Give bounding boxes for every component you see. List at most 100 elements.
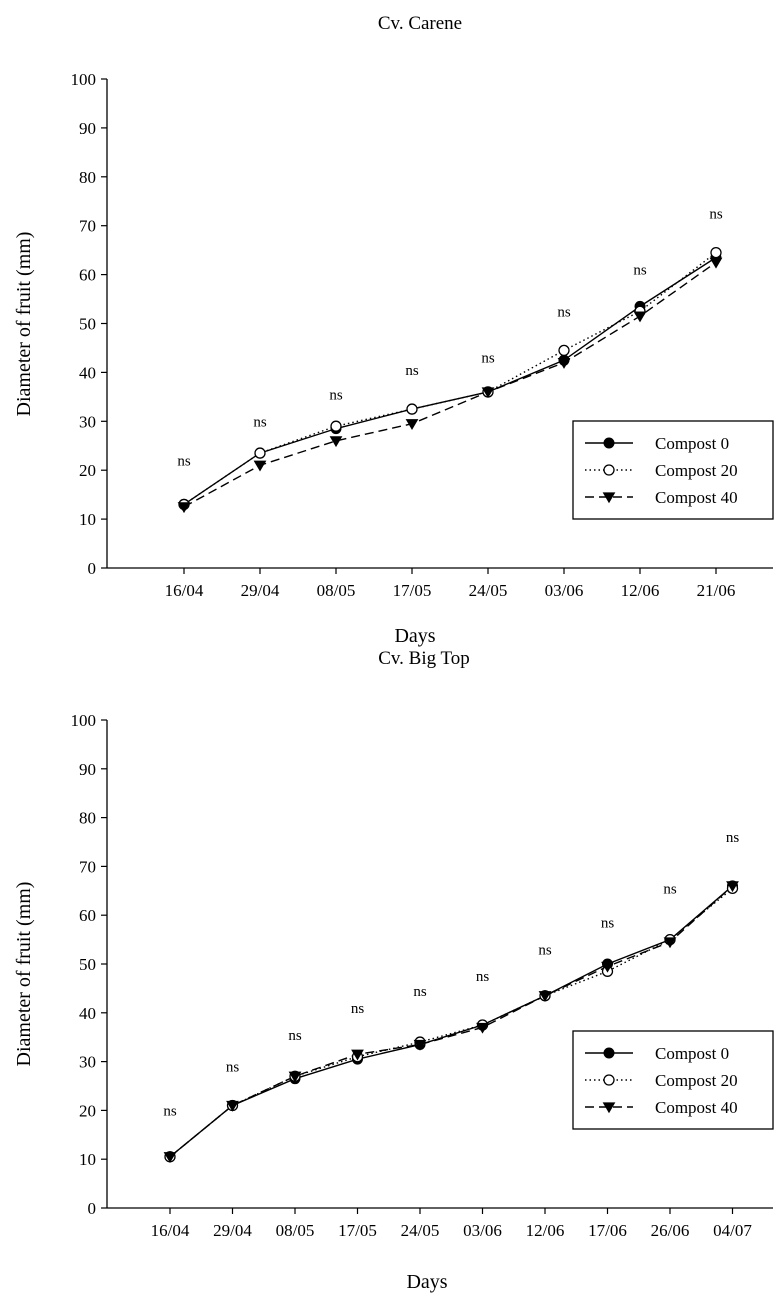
x-axis-title: Days xyxy=(406,1271,447,1293)
legend-label: Compost 20 xyxy=(655,1071,738,1090)
annotation-label: ns xyxy=(413,984,427,1000)
annotation-label: ns xyxy=(288,1028,302,1044)
y-tick-label: 80 xyxy=(79,809,96,828)
annotation-label: ns xyxy=(476,969,490,985)
series-line xyxy=(169,887,733,1158)
legend-marker xyxy=(603,464,615,476)
annotation-label: ns xyxy=(633,263,647,279)
y-tick-label: 30 xyxy=(79,1053,96,1072)
annotation-label: ns xyxy=(481,351,495,367)
y-tick-label: 50 xyxy=(79,315,96,334)
y-tick-label: 10 xyxy=(79,1150,96,1169)
legend-label: Compost 20 xyxy=(655,461,738,480)
annotation-label: ns xyxy=(226,1059,240,1075)
y-tick-label: 50 xyxy=(79,955,96,974)
data-point xyxy=(481,387,495,399)
data-point xyxy=(413,1039,427,1051)
series-line xyxy=(183,261,717,508)
data-point xyxy=(663,937,677,949)
y-tick-label: 20 xyxy=(79,461,96,480)
y-tick-label: 30 xyxy=(79,412,96,431)
legend: Compost 0 Compost 20 Compost 40 xyxy=(572,420,774,520)
legend-marker xyxy=(603,1047,615,1059)
x-tick-label: 03/06 xyxy=(463,1221,502,1240)
y-tick-label: 90 xyxy=(79,760,96,779)
y-tick-label: 70 xyxy=(79,857,96,876)
annotation-label: ns xyxy=(601,916,615,932)
x-axis-title: Days xyxy=(394,625,435,647)
annotation-label: ns xyxy=(351,1001,365,1017)
x-tick-label: 04/07 xyxy=(713,1221,752,1240)
legend-marker xyxy=(603,1074,615,1086)
x-tick-label: 03/06 xyxy=(545,581,584,600)
x-tick-label: 29/04 xyxy=(213,1221,252,1240)
y-axis-title: Diameter of fruit (mm) xyxy=(13,882,35,1067)
series-line xyxy=(169,885,733,1158)
x-tick-label: 24/05 xyxy=(401,1221,440,1240)
data-point xyxy=(633,311,647,323)
data-point xyxy=(538,991,552,1002)
y-tick-label: 70 xyxy=(79,217,96,236)
data-point xyxy=(406,403,418,415)
x-tick-label: 08/05 xyxy=(276,1221,315,1240)
y-tick-label: 40 xyxy=(79,1004,96,1023)
data-point xyxy=(476,1022,489,1034)
x-tick-label: 12/06 xyxy=(526,1221,565,1240)
data-point xyxy=(177,502,191,514)
x-tick-label: 16/04 xyxy=(165,581,204,600)
x-tick-label: 17/05 xyxy=(393,581,432,600)
series-line xyxy=(183,252,717,506)
annotation-label: ns xyxy=(329,387,343,403)
y-tick-label: 100 xyxy=(71,711,97,730)
x-tick-label: 16/04 xyxy=(151,1221,190,1240)
data-point xyxy=(601,961,614,973)
annotation-label: ns xyxy=(538,942,552,958)
y-tick-label: 80 xyxy=(79,168,96,187)
annotation-label: ns xyxy=(557,304,571,320)
y-tick-label: 60 xyxy=(79,906,96,925)
data-point xyxy=(726,881,739,893)
legend: Compost 0 Compost 20 Compost 40 xyxy=(572,1030,774,1130)
y-tick-label: 20 xyxy=(79,1101,96,1120)
annotation-label: ns xyxy=(663,881,677,897)
data-point xyxy=(557,357,571,369)
data-point xyxy=(709,257,723,269)
chart-big-top: Cv. Big Top Days Diameter of fruit (mm) … xyxy=(13,648,774,1293)
data-point xyxy=(163,1152,177,1163)
data-point xyxy=(710,246,722,259)
legend-label: Compost 0 xyxy=(655,1044,729,1063)
data-point xyxy=(288,1071,302,1083)
x-tick-label: 26/06 xyxy=(651,1221,690,1240)
data-point xyxy=(253,460,267,472)
data-point xyxy=(351,1049,364,1061)
annotation-label: ns xyxy=(163,1103,177,1119)
annotation-label: ns xyxy=(709,206,723,222)
x-tick-label: 17/05 xyxy=(338,1221,377,1240)
y-axis-title: Diameter of fruit (mm) xyxy=(13,232,35,417)
data-point xyxy=(226,1100,239,1112)
y-tick-label: 0 xyxy=(88,559,97,578)
legend-marker xyxy=(603,437,615,449)
annotation-label: ns xyxy=(177,453,191,469)
data-point xyxy=(329,436,343,448)
x-tick-label: 17/06 xyxy=(588,1221,627,1240)
legend-label: Compost 40 xyxy=(655,488,738,507)
annotation-label: ns xyxy=(405,363,419,379)
annotation-label: ns xyxy=(253,414,267,430)
legend-label: Compost 0 xyxy=(655,434,729,453)
legend-marker xyxy=(602,1102,616,1114)
y-tick-label: 100 xyxy=(71,70,97,89)
y-tick-label: 60 xyxy=(79,266,96,285)
data-point xyxy=(558,344,570,357)
y-tick-label: 10 xyxy=(79,510,96,529)
x-tick-label: 24/05 xyxy=(469,581,508,600)
legend-marker xyxy=(602,492,616,504)
data-point xyxy=(330,420,342,432)
y-tick-label: 40 xyxy=(79,363,96,382)
x-tick-label: 21/06 xyxy=(697,581,736,600)
data-point xyxy=(405,419,419,430)
y-tick-label: 0 xyxy=(88,1199,97,1218)
data-point xyxy=(254,447,266,459)
y-tick-label: 90 xyxy=(79,119,96,138)
